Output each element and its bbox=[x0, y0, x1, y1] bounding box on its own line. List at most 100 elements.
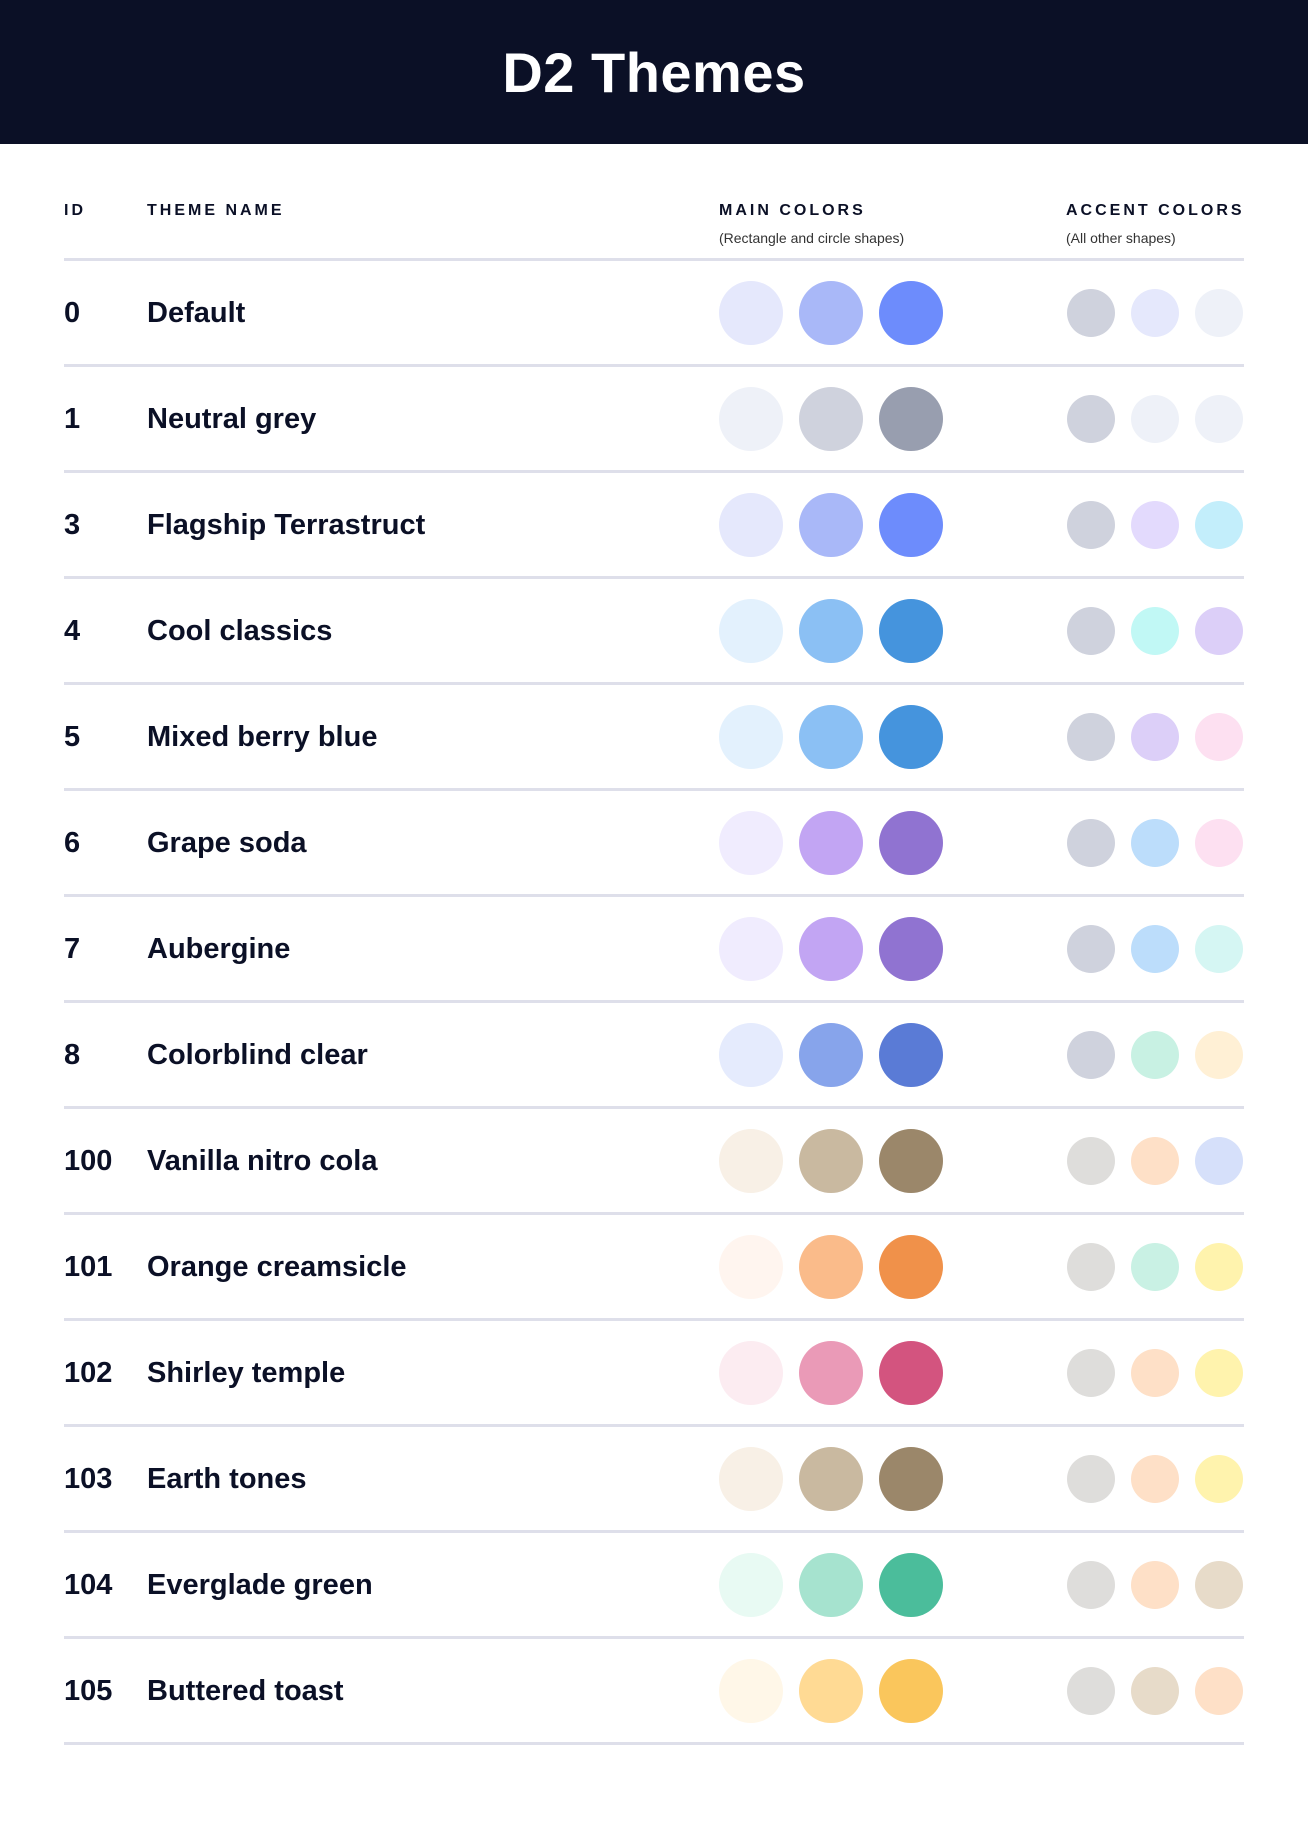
table-header: ID THEME NAME MAIN COLORS (Rectangle and… bbox=[64, 200, 1244, 261]
theme-id: 5 bbox=[64, 721, 81, 753]
accent-color-swatch bbox=[1195, 289, 1243, 337]
accent-color-swatch bbox=[1195, 819, 1243, 867]
accent-color-swatch bbox=[1067, 1455, 1115, 1503]
main-color-swatch bbox=[879, 1659, 943, 1723]
accent-color-swatch bbox=[1067, 1349, 1115, 1397]
accent-color-swatch bbox=[1131, 395, 1179, 443]
main-color-swatch bbox=[799, 917, 863, 981]
main-color-swatch bbox=[879, 281, 943, 345]
table-row: 6 Grape soda bbox=[64, 791, 1244, 897]
main-color-swatch bbox=[799, 811, 863, 875]
main-color-swatch bbox=[719, 281, 783, 345]
accent-color-swatch bbox=[1067, 1243, 1115, 1291]
table-row: 4 Cool classics bbox=[64, 579, 1244, 685]
table-row: 0 Default bbox=[64, 261, 1244, 367]
table-row: 7 Aubergine bbox=[64, 897, 1244, 1003]
main-color-swatch bbox=[879, 1341, 943, 1405]
main-color-swatch bbox=[879, 599, 943, 663]
main-color-swatch bbox=[799, 281, 863, 345]
theme-id: 0 bbox=[64, 297, 81, 329]
theme-name: Vanilla nitro cola bbox=[147, 1145, 378, 1177]
table-row: 5 Mixed berry blue bbox=[64, 685, 1244, 791]
main-color-swatch bbox=[879, 387, 943, 451]
accent-color-swatch bbox=[1131, 1137, 1179, 1185]
accent-color-swatch bbox=[1195, 501, 1243, 549]
accent-color-swatch bbox=[1067, 713, 1115, 761]
accent-color-swatch bbox=[1195, 607, 1243, 655]
theme-id: 105 bbox=[64, 1675, 113, 1707]
column-subheader-accent: (All other shapes) bbox=[1066, 230, 1176, 246]
accent-color-swatch bbox=[1131, 501, 1179, 549]
table-row: 104 Everglade green bbox=[64, 1533, 1244, 1639]
accent-color-swatch bbox=[1195, 713, 1243, 761]
accent-color-swatch bbox=[1131, 819, 1179, 867]
accent-color-swatch bbox=[1195, 925, 1243, 973]
theme-name: Buttered toast bbox=[147, 1675, 344, 1707]
column-header-accent: ACCENT COLORS bbox=[1066, 202, 1245, 219]
accent-color-swatch bbox=[1067, 1667, 1115, 1715]
main-color-swatch bbox=[799, 599, 863, 663]
main-color-swatch bbox=[719, 1447, 783, 1511]
accent-color-swatch bbox=[1195, 1243, 1243, 1291]
accent-color-swatch bbox=[1195, 1349, 1243, 1397]
theme-name: Everglade green bbox=[147, 1569, 373, 1601]
main-color-swatch bbox=[719, 1553, 783, 1617]
accent-color-swatch bbox=[1195, 1561, 1243, 1609]
main-color-swatch bbox=[719, 1235, 783, 1299]
theme-name: Grape soda bbox=[147, 827, 307, 859]
theme-name: Default bbox=[147, 297, 246, 329]
main-color-swatch bbox=[799, 493, 863, 557]
main-color-swatch bbox=[799, 705, 863, 769]
theme-name: Aubergine bbox=[147, 933, 291, 965]
theme-id: 1 bbox=[64, 403, 81, 435]
main-color-swatch bbox=[879, 1023, 943, 1087]
theme-id: 103 bbox=[64, 1463, 113, 1495]
theme-id: 3 bbox=[64, 509, 81, 541]
main-color-swatch bbox=[879, 1129, 943, 1193]
accent-color-swatch bbox=[1131, 1455, 1179, 1503]
accent-color-swatch bbox=[1131, 607, 1179, 655]
theme-id: 100 bbox=[64, 1145, 113, 1177]
main-color-swatch bbox=[879, 811, 943, 875]
main-color-swatch bbox=[719, 705, 783, 769]
column-header-name: THEME NAME bbox=[147, 202, 285, 219]
main-color-swatch bbox=[879, 1553, 943, 1617]
main-color-swatch bbox=[799, 1129, 863, 1193]
accent-color-swatch bbox=[1067, 607, 1115, 655]
accent-color-swatch bbox=[1131, 713, 1179, 761]
theme-id: 101 bbox=[64, 1251, 113, 1283]
accent-color-swatch bbox=[1131, 289, 1179, 337]
main-color-swatch bbox=[719, 493, 783, 557]
table-row: 102 Shirley temple bbox=[64, 1321, 1244, 1427]
accent-color-swatch bbox=[1195, 395, 1243, 443]
main-color-swatch bbox=[719, 599, 783, 663]
title-banner: D2 Themes bbox=[0, 0, 1308, 144]
accent-color-swatch bbox=[1067, 501, 1115, 549]
table-row: 3 Flagship Terrastruct bbox=[64, 473, 1244, 579]
accent-color-swatch bbox=[1195, 1031, 1243, 1079]
main-color-swatch bbox=[719, 387, 783, 451]
main-color-swatch bbox=[879, 1235, 943, 1299]
theme-id: 8 bbox=[64, 1039, 81, 1071]
table-row: 1 Neutral grey bbox=[64, 367, 1244, 473]
accent-color-swatch bbox=[1067, 1137, 1115, 1185]
main-color-swatch bbox=[879, 705, 943, 769]
accent-color-swatch bbox=[1067, 1031, 1115, 1079]
main-color-swatch bbox=[799, 1553, 863, 1617]
table-row: 8 Colorblind clear bbox=[64, 1003, 1244, 1109]
theme-table: 0 Default 1 Neutral grey 3 Flagship Terras… bbox=[64, 261, 1244, 1745]
main-color-swatch bbox=[799, 1341, 863, 1405]
accent-color-swatch bbox=[1131, 1561, 1179, 1609]
theme-name: Colorblind clear bbox=[147, 1039, 368, 1071]
theme-id: 102 bbox=[64, 1357, 113, 1389]
theme-name: Orange creamsicle bbox=[147, 1251, 407, 1283]
main-color-swatch bbox=[799, 1023, 863, 1087]
theme-id: 4 bbox=[64, 615, 81, 647]
main-color-swatch bbox=[799, 1235, 863, 1299]
main-color-swatch bbox=[799, 1447, 863, 1511]
accent-color-swatch bbox=[1067, 925, 1115, 973]
accent-color-swatch bbox=[1067, 1561, 1115, 1609]
table-row: 105 Buttered toast bbox=[64, 1639, 1244, 1745]
main-color-swatch bbox=[719, 1023, 783, 1087]
column-header-main: MAIN COLORS bbox=[719, 202, 866, 219]
